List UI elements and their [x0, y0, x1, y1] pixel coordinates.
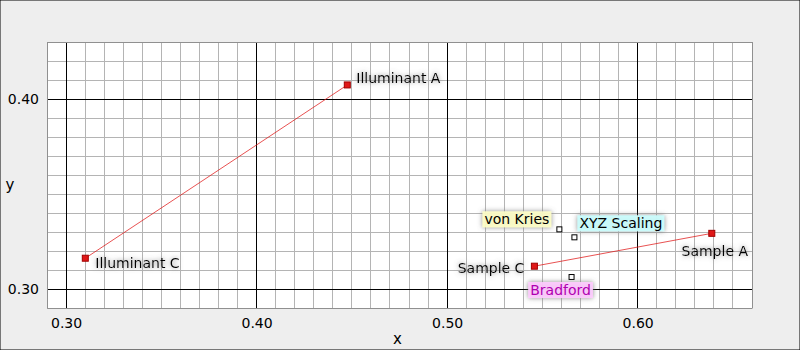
minor-grid-line-y [47, 175, 752, 176]
point [531, 263, 537, 269]
axis-line [47, 43, 48, 309]
tick-label: 0.40 [8, 91, 39, 107]
tick: 0.30 [8, 281, 47, 297]
minor-grid-line-x [47, 42, 48, 308]
point-label: Illuminant A [356, 70, 441, 86]
minor-grid-line-y [47, 251, 752, 252]
tick: 0.60 [623, 308, 654, 331]
point-label-group: Illuminant C [95, 255, 180, 271]
minor-grid-line-y [47, 42, 752, 43]
minor-grid-line-y [47, 137, 752, 138]
y-axis-title: y [6, 176, 15, 194]
tick: 0.30 [51, 308, 82, 331]
tick-label: 0.40 [242, 315, 273, 331]
point [344, 82, 350, 88]
axis-line [48, 308, 753, 309]
point [572, 235, 577, 240]
chart: 0.300.400.500.600.300.40xyIlluminant CIl… [0, 0, 800, 350]
minor-grid-line-y [47, 232, 752, 233]
background [0, 0, 800, 350]
point [82, 255, 88, 261]
point-label: von Kries [484, 211, 549, 227]
tick: 0.50 [432, 308, 463, 331]
point [569, 275, 574, 280]
grid-line-x [66, 42, 67, 308]
point-label-group: Sample A [682, 243, 749, 259]
tick-label: 0.60 [623, 315, 654, 331]
minor-grid-line-x [752, 42, 753, 308]
point-label: XYZ Scaling [579, 215, 662, 231]
tick-label: 0.30 [8, 281, 39, 297]
point [557, 227, 562, 232]
grid-line-y [47, 289, 752, 290]
tick-label: 0.50 [432, 315, 463, 331]
point-label-group: Illuminant A [356, 70, 441, 86]
point-label: Sample A [682, 243, 749, 259]
frame-right [752, 42, 753, 308]
tick: 0.40 [8, 91, 47, 107]
point-labels: Illuminant C Illuminant A Sample C Sample A… [95, 70, 748, 298]
minor-grid-line-y [47, 308, 752, 309]
grid-line-x [447, 42, 448, 308]
label-background [482, 211, 551, 227]
point-label-group: von Kries [482, 211, 551, 227]
label-background [577, 215, 664, 231]
grid-line-x [256, 42, 257, 308]
tick-label: 0.30 [51, 315, 82, 331]
grid-line-y [47, 99, 752, 100]
point-label-group: Bradford [528, 282, 593, 298]
minor-grid-line-y [47, 194, 752, 195]
point [709, 230, 715, 236]
plot-area [47, 42, 752, 308]
grid [47, 42, 752, 308]
x-axis: 0.30 0.40 0.50 0.60 [48, 308, 753, 331]
connector-line [85, 85, 347, 258]
frame-top [47, 42, 752, 43]
point-label-group: Sample C [458, 260, 525, 276]
tick: 0.40 [242, 308, 273, 331]
x-axis-title: x [393, 330, 402, 348]
marks [82, 82, 714, 280]
point-label: Illuminant C [95, 255, 180, 271]
minor-grid-line-y [47, 118, 752, 119]
point-label-group: XYZ Scaling [577, 215, 664, 231]
point-label: Sample C [458, 260, 525, 276]
point-label: Bradford [530, 282, 591, 298]
minor-grid-line-y [47, 61, 752, 62]
label-background [528, 282, 593, 298]
minor-grid-line-y [47, 156, 752, 157]
grid-line-x [637, 42, 638, 308]
